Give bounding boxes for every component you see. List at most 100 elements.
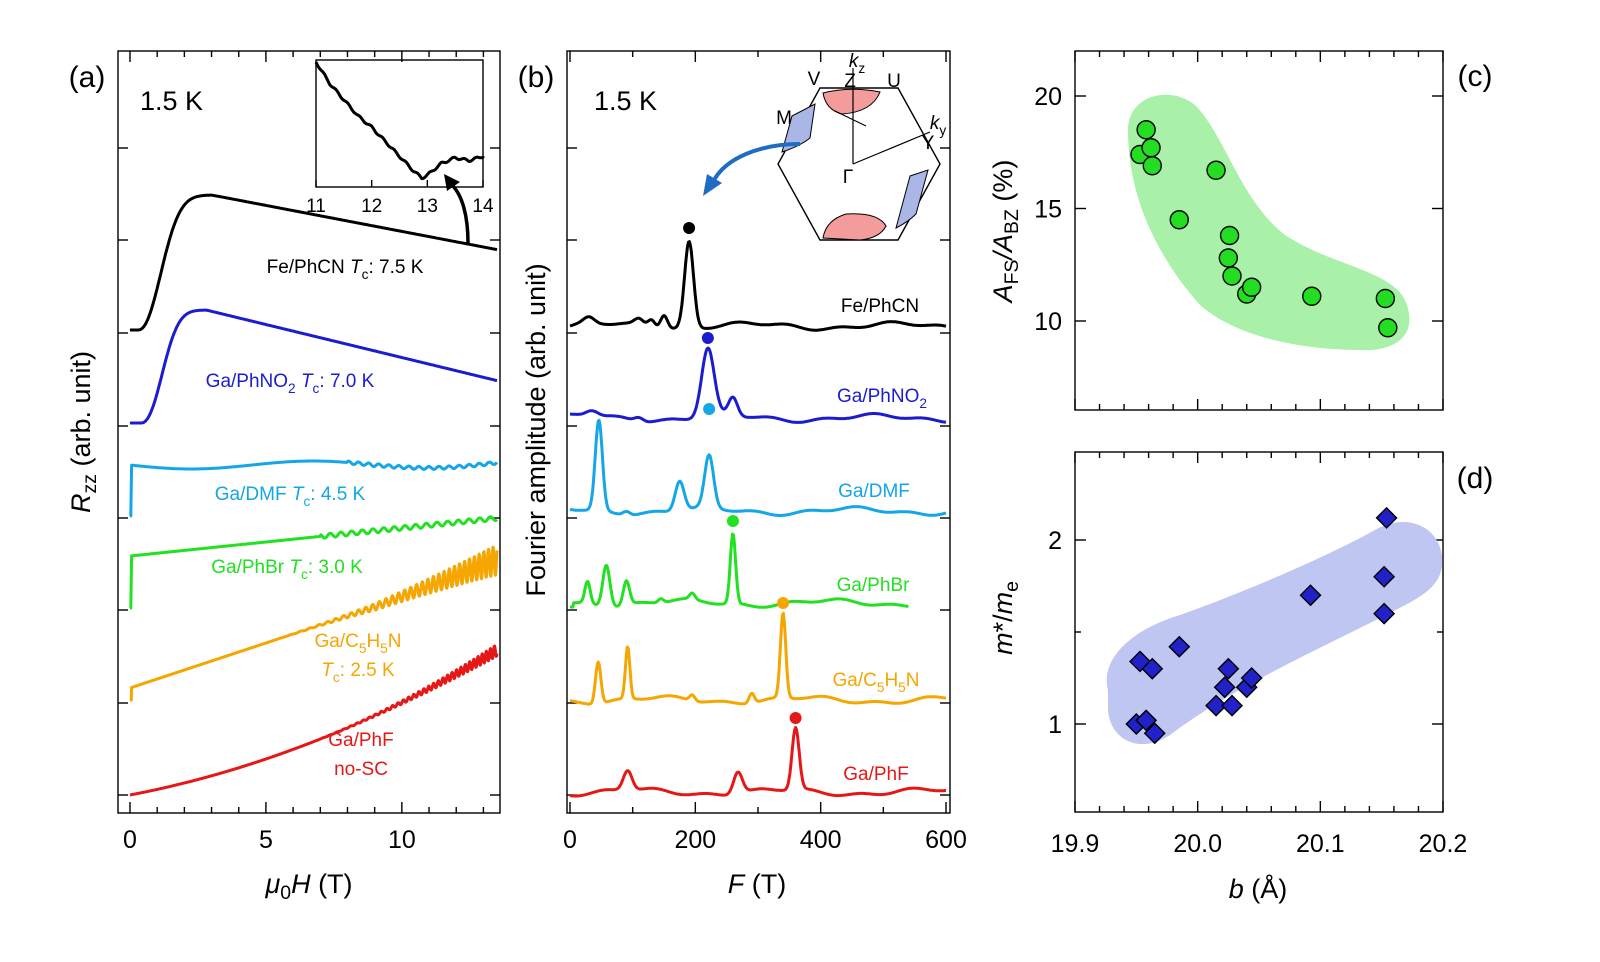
bz-label-v: V xyxy=(808,69,821,90)
y-axis-label-part: (arb. unit) xyxy=(66,351,96,474)
spectrum-label-ga-phno2-part: Ga/PhNO xyxy=(837,386,919,407)
inset-arrow xyxy=(450,183,470,244)
curve-label-ga-phf: Ga/PhF xyxy=(328,730,393,751)
x-axis-label: b (Å) xyxy=(1229,873,1288,904)
curve-label-ga-phbr: Ga/PhBr Tc: 3.0 K xyxy=(211,557,363,582)
y-axis-label-part: m xyxy=(988,632,1018,655)
x-axis-label-part: (T) xyxy=(744,869,786,899)
curve-label-ga-phbr-part: T xyxy=(289,557,302,578)
y-tick-label: 20 xyxy=(1034,83,1062,111)
spectrum-label-fe-phcn: Fe/PhCN xyxy=(841,296,919,317)
data-point xyxy=(1241,277,1262,297)
curve-label-ga-phf-part: Ga/PhF xyxy=(328,730,393,751)
bz-label-y: Y xyxy=(922,133,935,154)
x-tick-label: 0 xyxy=(563,826,577,854)
bz-label-u: U xyxy=(887,71,901,92)
x-axis-label-part: 0 xyxy=(280,882,291,904)
peak-marker xyxy=(683,222,696,234)
peak-marker xyxy=(701,332,714,344)
data-point xyxy=(1302,286,1322,306)
data-point xyxy=(1375,506,1398,529)
data-point xyxy=(1213,676,1236,699)
curve-label-ga-c5h5n: Ga/C5H5N xyxy=(314,631,401,656)
curve-label-fe-phcn-part: c xyxy=(362,267,369,282)
curve-ga-phbr xyxy=(129,515,498,610)
y-axis-label: AFS/ABZ (%) xyxy=(988,160,1023,305)
y-axis-label: Rzz (arb. unit) xyxy=(66,351,101,513)
spectrum-label-ga-c5h5n-part: 5 xyxy=(898,680,906,695)
spectrum-fe-phcn xyxy=(569,240,947,332)
peak-marker xyxy=(789,712,802,724)
curve-label-ga-c5h5n-part: T xyxy=(321,660,334,681)
panel-label: (d) xyxy=(1457,462,1494,495)
x-tick-label: 600 xyxy=(925,826,967,854)
curve-label-ga-dmf-part: T xyxy=(292,484,305,505)
y-axis-label: m*/me xyxy=(988,581,1023,655)
curve-label-ga-phbr-part: c xyxy=(301,567,308,582)
y-tick-label: 2 xyxy=(1048,527,1062,555)
curve-label-ga-dmf-part: c xyxy=(303,494,310,509)
y-axis-label-part: zz xyxy=(79,474,101,493)
data-point xyxy=(1205,694,1228,717)
x-tick-label: 0 xyxy=(123,826,137,854)
data-point xyxy=(1373,565,1396,588)
data-point xyxy=(1136,120,1156,140)
bz-arrow-head xyxy=(703,174,722,196)
data-point xyxy=(1135,709,1158,732)
panel-c: 10 15 20 (c) AFS/ABZ (%) xyxy=(988,50,1492,411)
curve-label-ga-c5h5n-part: H xyxy=(366,631,380,652)
spectrum-ga-c5h5n xyxy=(569,611,947,706)
x-axis-label: μ0H (T) xyxy=(264,869,352,904)
curve-label-ga-phno2-part: Ga/PhNO xyxy=(206,371,288,392)
panel-a-frame xyxy=(117,50,501,814)
panel-b: 0 200 400 600 (b) 1.5 K F (T) Fourier amplitude… xyxy=(518,50,967,899)
x-axis-label-part: F xyxy=(728,869,746,899)
curve-label-ga-phbr-part: Ga/PhBr xyxy=(211,557,289,578)
data-point xyxy=(1217,657,1240,680)
spectrum-label-ga-c5h5n-part: 5 xyxy=(877,680,885,695)
curve-label-ga-c5h5n-part: : 2.5 K xyxy=(340,660,395,681)
data-point xyxy=(1141,138,1161,158)
curve-label-ga-phf: no-SC xyxy=(334,759,388,780)
spectrum-label-ga-phf-part: Ga/PhF xyxy=(843,764,908,785)
x-tick-label: 20.1 xyxy=(1296,830,1345,858)
bz-label-kz-part: k xyxy=(849,51,860,72)
x-tick-label: 20.0 xyxy=(1173,830,1222,858)
curve-ga-phf xyxy=(128,644,499,797)
data-point xyxy=(1221,694,1244,717)
bz-label-ky-part: y xyxy=(939,123,946,138)
curve-label-ga-phno2: Ga/PhNO2 Tc: 7.0 K xyxy=(206,371,375,396)
spectrum-label-ga-phno2: Ga/PhNO2 xyxy=(837,386,927,411)
fermi-surface-right xyxy=(895,169,929,229)
bz-label-m: M xyxy=(776,108,792,129)
curve-label-ga-dmf: Ga/DMF Tc: 4.5 K xyxy=(215,484,366,509)
curve-label-ga-c5h5n-part: Ga/C xyxy=(314,631,358,652)
temperature-label: 1.5 K xyxy=(594,86,657,116)
y-axis-label-part: A xyxy=(988,284,1018,304)
bz-arrow xyxy=(711,142,801,183)
x-axis-label: F (T) xyxy=(728,869,786,899)
curve-label-ga-c5h5n-part: 5 xyxy=(359,641,367,656)
spectrum-label-ga-c5h5n-part: N xyxy=(906,670,920,691)
inset-frame xyxy=(315,59,484,188)
panel-b-frame xyxy=(566,50,951,814)
bz-label-kz: kz xyxy=(849,51,866,76)
y-axis-label-part: R xyxy=(66,493,96,513)
curve-label-fe-phcn: Fe/PhCN Tc: 7.5 K xyxy=(267,257,424,282)
y-axis-label: Fourier amplitude (arb. unit) xyxy=(521,263,551,596)
data-point xyxy=(1206,160,1226,180)
y-axis-label-part: */ xyxy=(988,614,1018,633)
inset-x-tick-label: 14 xyxy=(472,196,494,217)
data-point xyxy=(1169,210,1189,230)
spectrum-ga-phf xyxy=(569,726,947,798)
data-point xyxy=(1240,667,1263,689)
inset-x-tick-label: 11 xyxy=(306,196,326,217)
curve-label-fe-phcn-part: : 7.5 K xyxy=(368,257,423,278)
data-point xyxy=(1219,225,1240,246)
x-tick-label: 200 xyxy=(674,826,716,854)
inset-x-tick-label: 13 xyxy=(417,196,438,217)
y-axis-label-part: (%) xyxy=(988,160,1018,210)
bz-label-z: Z xyxy=(844,71,856,92)
